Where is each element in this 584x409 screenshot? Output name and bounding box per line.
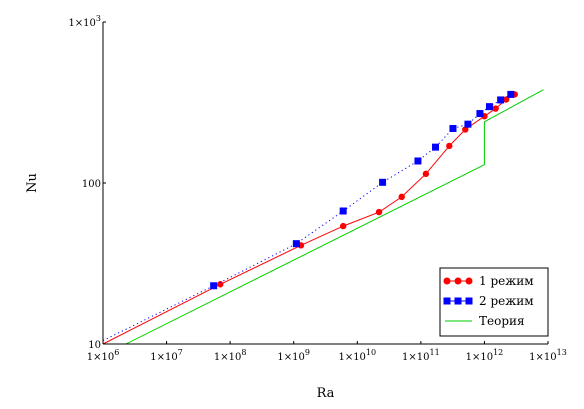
data-point: [507, 90, 515, 98]
data-point: [476, 110, 484, 118]
legend-entries: 1 режим 2 режим Теория: [443, 274, 534, 328]
y-tick-label: 1×103: [68, 14, 101, 29]
x-tick-label: 1×106: [87, 348, 120, 363]
x-tick-label: 1×1012: [466, 348, 504, 363]
data-point: [414, 157, 422, 165]
legend-marker: [454, 277, 462, 285]
data-point: [485, 103, 493, 111]
data-point: [422, 170, 430, 178]
data-point: [379, 178, 387, 186]
data-point: [449, 125, 457, 133]
x-tick-label: 1×1010: [338, 348, 376, 363]
legend-label: 2 режим: [479, 294, 534, 308]
x-tick-labels: 1×106 1×107 1×108 1×109 1×1010 1×1011 1×1012 1×…: [87, 341, 567, 363]
x-axis-label: Ra: [317, 386, 335, 401]
data-point: [210, 282, 218, 290]
data-point: [497, 96, 505, 104]
data-point: [464, 120, 472, 128]
legend: 1 режим 2 режим Теория: [439, 267, 549, 337]
data-point: [217, 281, 224, 288]
x-tick-label: 1×109: [277, 348, 310, 363]
data-point: [502, 96, 510, 103]
data-point: [292, 240, 300, 248]
legend-entry: Теория: [445, 314, 525, 328]
legend-marker: [465, 277, 473, 285]
y-tick-labels: 10 100 1×103: [68, 14, 106, 351]
x-tick-label: 1×1011: [402, 348, 440, 363]
plot-area: [102, 89, 544, 345]
series-line: [125, 89, 544, 345]
series-2: [102, 90, 515, 342]
x-tick-label: 1×1013: [529, 348, 567, 363]
y-axis-label: Nu: [25, 173, 40, 193]
x-tick-label: 1×107: [150, 348, 183, 363]
x-tick-label: 1×108: [214, 348, 247, 363]
data-point: [398, 193, 405, 201]
y-tick-label: 100: [82, 179, 101, 190]
legend-marker: [454, 297, 462, 305]
legend-label: Теория: [479, 314, 525, 328]
legend-label: 1 режим: [479, 274, 534, 288]
data-point: [432, 143, 440, 151]
legend-marker: [443, 297, 451, 305]
data-point: [492, 105, 499, 112]
series-3: [125, 89, 544, 345]
data-point: [339, 207, 347, 215]
y-tick-label: 10: [88, 340, 101, 351]
data-point: [339, 222, 347, 230]
series-1: [102, 91, 518, 345]
legend-entry: 1 режим: [443, 274, 534, 288]
data-point: [446, 142, 453, 150]
data-point: [462, 126, 469, 133]
legend-marker: [443, 277, 451, 285]
data-point: [375, 208, 383, 216]
legend-marker: [465, 297, 473, 305]
legend-entry: 2 режим: [443, 294, 534, 308]
